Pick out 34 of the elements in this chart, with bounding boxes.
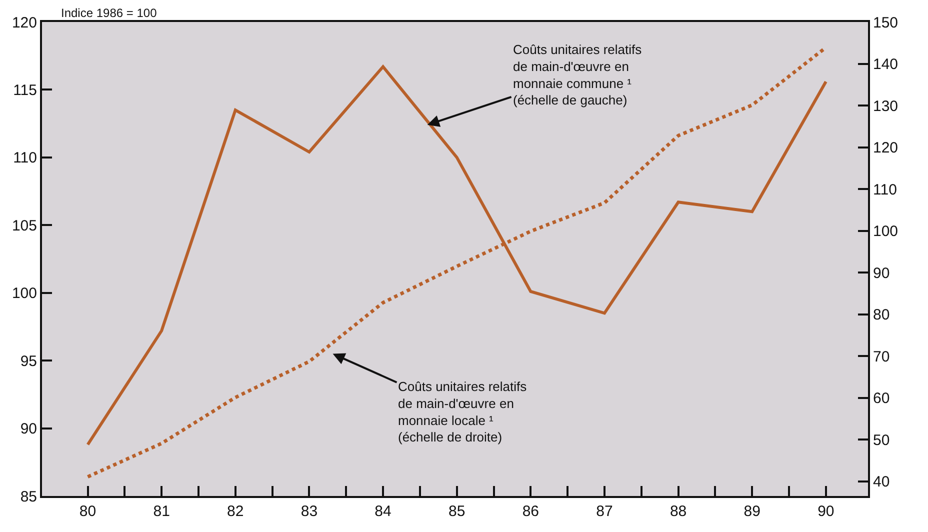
- y-tick-label: 90: [20, 420, 37, 438]
- y2-tick-label: 110: [873, 181, 897, 198]
- y2-tick-label: 100: [873, 223, 898, 240]
- x-tick-label: 90: [818, 503, 834, 520]
- y-tick-label: 105: [12, 217, 37, 234]
- y2-tick-label: 140: [873, 56, 898, 74]
- y-tick-label: 115: [13, 82, 37, 99]
- x-tick-label: 89: [744, 503, 760, 520]
- annotation: Coûts unitaires relatifs de main-d'œuvre en monnaie locale ¹ (échelle de droite): [398, 379, 528, 445]
- y-axis-title: Indice 1986 = 100: [61, 6, 158, 20]
- y-tick-label: 110: [13, 150, 37, 167]
- y2-tick-label: 40: [873, 474, 890, 491]
- y-tick-label: 100: [12, 285, 37, 302]
- y2-tick-label: 70: [873, 348, 890, 366]
- y-tick-label: 95: [20, 352, 37, 370]
- x-tick-label: 85: [448, 503, 466, 520]
- x-tick-label: 80: [79, 503, 96, 520]
- y2-tick-label: 120: [873, 140, 898, 157]
- x-tick-label: 88: [670, 503, 687, 520]
- x-tick-label: 83: [300, 503, 318, 520]
- y2-tick-label: 50: [873, 432, 890, 449]
- y2-tick-label: 130: [873, 98, 898, 115]
- x-tick-label: 84: [374, 503, 392, 520]
- x-tick-label: 81: [153, 503, 170, 520]
- x-tick-label: 86: [522, 503, 540, 520]
- x-tick-label: 82: [227, 503, 244, 520]
- y-tick-label: 120: [12, 14, 37, 32]
- x-tick-label: 87: [596, 503, 613, 520]
- annotation: Coûts unitaires relatifs de main-d'œuvre en monnaie commune ¹ (échelle de gauche): [513, 42, 642, 108]
- y2-tick-label: 90: [873, 264, 890, 282]
- y2-tick-label: 80: [873, 306, 890, 324]
- y-tick-label: 85: [20, 488, 37, 506]
- y2-tick-label: 150: [873, 14, 898, 32]
- y2-tick-label: 60: [873, 390, 890, 408]
